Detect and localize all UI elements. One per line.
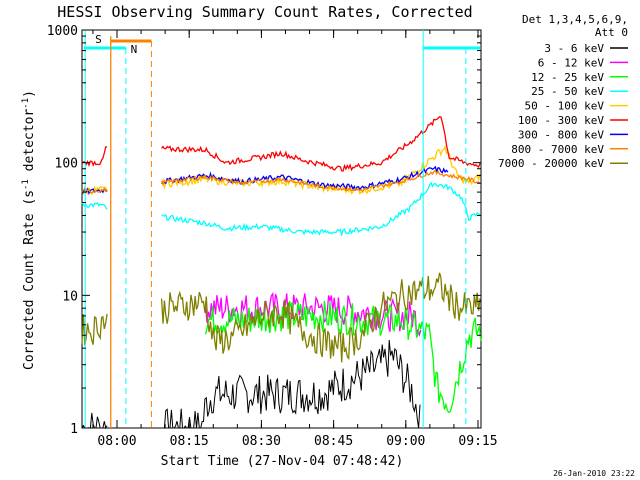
y-axis-label-part1: Corrected Count Rate (s (22, 190, 37, 370)
plot-frame (81, 29, 482, 429)
y-axis-label-part2: detector (22, 109, 37, 180)
y-axis-label-part3: ) (22, 90, 37, 98)
y-axis-label-sup1: -1 (21, 179, 31, 190)
legend-label: 800 - 7000 keV (511, 143, 604, 156)
legend-label: 300 - 800 keV (518, 128, 604, 141)
y-tick-label: 10 (62, 289, 78, 304)
y-axis-label: Corrected Count Rate (s-1 detector-1) (21, 90, 37, 370)
legend-label: 25 - 50 keV (531, 85, 604, 98)
x-tick-label: 09:15 (458, 434, 497, 449)
legend-label: 7000 - 20000 keV (498, 157, 604, 170)
series-line (81, 116, 481, 172)
x-tick-label: 08:45 (314, 434, 353, 449)
legend-header: Att 0 (595, 26, 628, 39)
legend-header: Det 1,3,4,5,6,9, (522, 13, 628, 26)
x-axis-label: Start Time (27-Nov-04 07:48:42) (161, 454, 404, 469)
y-tick-label: 1 (70, 422, 78, 437)
y-axis-label-sup2: -1 (21, 98, 31, 109)
saa-label: S (95, 33, 102, 46)
legend-label: 12 - 25 keV (531, 71, 604, 84)
axis-layer: 1 10 100 1000 08:00 08:15 08:30 08:45 09:00 09:15 (47, 24, 498, 449)
night-label: N (131, 43, 138, 56)
x-tick-label: 08:00 (97, 434, 136, 449)
legend-label: 100 - 300 keV (518, 114, 604, 127)
x-tick-label: 08:15 (170, 434, 209, 449)
series-line (81, 272, 481, 363)
series-line (81, 181, 481, 237)
chart-title: HESSI Observing Summary Count Rates, Cor… (57, 3, 472, 21)
legend-label: 3 - 6 keV (544, 42, 604, 55)
series-line (81, 169, 481, 195)
y-tick-label: 1000 (47, 24, 78, 39)
legend-label: 6 - 12 keV (538, 56, 605, 69)
overlay-layer: SN (84, 30, 480, 428)
series-layer (81, 116, 482, 430)
x-tick-label: 09:00 (386, 434, 425, 449)
legend-label: 50 - 100 keV (525, 100, 605, 113)
y-tick-label: 100 (55, 157, 78, 172)
timestamp: 26-Jan-2010 23:22 (553, 469, 635, 478)
x-tick-label: 08:30 (242, 434, 281, 449)
